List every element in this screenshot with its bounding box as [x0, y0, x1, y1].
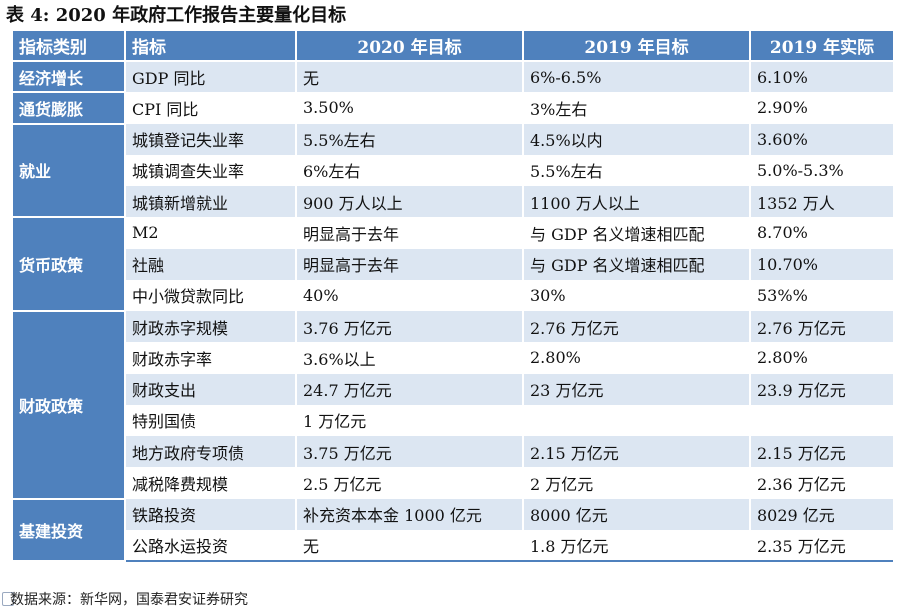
actual-2019-cell: 2.15 万亿元 — [750, 436, 893, 468]
actual-2019-cell: 6.10% — [750, 61, 893, 93]
source-note: 数据来源：新华网，国泰君安证券研究 — [10, 592, 248, 608]
indicator-cell: 城镇调查失业率 — [125, 154, 297, 186]
target-2019-cell — [523, 404, 751, 436]
actual-2019-cell: 23.9 万亿元 — [750, 373, 893, 405]
actual-2019-cell: 2.76 万亿元 — [750, 311, 893, 343]
target-2020-cell: 补充资本本金 1000 亿元 — [296, 498, 524, 530]
table-row: 特别国债 1 万亿元 — [13, 404, 893, 436]
target-2020-cell: 6%左右 — [296, 154, 524, 186]
actual-2019-cell: 1352 万人 — [750, 186, 893, 218]
category-cell: 经济增长 — [13, 61, 126, 94]
target-2019-cell: 2.76 万亿元 — [523, 311, 751, 343]
target-2019-cell: 与 GDP 名义增速相匹配 — [523, 217, 751, 249]
table-row: 财政政策 财政赤字规模 3.76 万亿元 2.76 万亿元 2.76 万亿元 — [13, 311, 893, 500]
table-row: 中小微贷款同比 40% 30% 53%% — [13, 279, 893, 311]
actual-2019-cell: 2.90% — [750, 92, 893, 124]
target-2019-cell: 2.80% — [523, 342, 751, 374]
table-row: 城镇新增就业 900 万人以上 1100 万人以上 1352 万人 — [13, 186, 893, 218]
indicator-cell: 中小微贷款同比 — [125, 279, 297, 311]
category-cell: 货币政策 — [13, 217, 126, 312]
category-cell: 基建投资 — [13, 498, 126, 562]
table-row: 基建投资 铁路投资 补充资本本金 1000 亿元 8000 亿元 8029 亿元 — [13, 498, 893, 562]
target-2019-cell: 30% — [523, 279, 751, 311]
header-indicator: 指标 — [125, 31, 297, 62]
indicator-cell: 城镇新增就业 — [125, 186, 297, 218]
target-2019-cell: 1.8 万亿元 — [523, 529, 751, 563]
target-2020-cell: 24.7 万亿元 — [296, 373, 524, 405]
indicator-cell: CPI 同比 — [125, 92, 297, 124]
actual-2019-cell: 5.0%-5.3% — [750, 154, 893, 186]
target-2019-cell: 5.5%左右 — [523, 154, 751, 186]
table-row: 财政支出 24.7 万亿元 23 万亿元 23.9 万亿元 — [13, 373, 893, 405]
actual-2019-cell: 3.60% — [750, 123, 893, 155]
target-2020-cell: 明显高于去年 — [296, 248, 524, 280]
indicator-cell: 财政赤字规模 — [125, 311, 297, 343]
target-2020-cell: 5.5%左右 — [296, 123, 524, 155]
table-body: 经济增长 GDP 同比无 6%-6.5% 6.10% 通货膨胀 CPI 同比 3.50% 3%… — [13, 61, 893, 563]
table-row: 财政赤字率 3.6%以上 2.80% 2.80% — [13, 342, 893, 374]
category-cell: 财政政策 — [13, 311, 126, 500]
indicator-cell: 社融 — [125, 248, 297, 280]
table-row: 减税降费规模 2.5 万亿元 2 万亿元 2.36 万亿元 — [13, 467, 893, 499]
watermark-icon — [2, 592, 14, 606]
actual-2019-cell: 2.36 万亿元 — [750, 467, 893, 499]
target-2020-cell: 3.75 万亿元 — [296, 436, 524, 468]
target-2020-cell: 3.50% — [296, 92, 524, 124]
table-row: 货币政策 M2 明显高于去年与 GDP 名义增速相匹配 8.70% — [13, 217, 893, 312]
indicator-cell: GDP 同比 — [125, 61, 297, 93]
actual-2019-cell: 8.70% — [750, 217, 893, 249]
target-2020-cell: 40% — [296, 279, 524, 311]
indicator-cell: 公路水运投资 — [125, 529, 297, 563]
header-2019-target: 2019 年目标 — [523, 31, 751, 62]
actual-2019-cell: 10.70% — [750, 248, 893, 280]
actual-2019-cell — [750, 404, 893, 436]
table-row: 城镇调查失业率 6%左右 5.5%左右 5.0%-5.3% — [13, 154, 893, 186]
target-2020-cell: 明显高于去年 — [296, 217, 524, 249]
target-2019-cell: 4.5%以内 — [523, 123, 751, 155]
actual-2019-cell: 2.80% — [750, 342, 893, 374]
target-2019-cell: 23 万亿元 — [523, 373, 751, 405]
indicator-cell: 减税降费规模 — [125, 467, 297, 499]
indicator-cell: 财政赤字率 — [125, 342, 297, 374]
target-2019-cell: 2.15 万亿元 — [523, 436, 751, 468]
actual-2019-cell: 2.35 万亿元 — [750, 529, 893, 563]
target-2020-cell: 3.6%以上 — [296, 342, 524, 374]
header-2019-actual: 2019 年实际 — [750, 31, 893, 62]
target-2019-cell: 2 万亿元 — [523, 467, 751, 499]
indicator-cell: 铁路投资 — [125, 498, 297, 530]
table-row: 经济增长 GDP 同比无 6%-6.5% 6.10% — [13, 61, 893, 94]
table-row: 社融 明显高于去年与 GDP 名义增速相匹配 10.70% — [13, 248, 893, 280]
indicator-cell: M2 — [125, 217, 297, 249]
actual-2019-cell: 8029 亿元 — [750, 498, 893, 530]
target-2019-cell: 3%左右 — [523, 92, 751, 124]
indicator-cell: 特别国债 — [125, 404, 297, 436]
indicator-cell: 财政支出 — [125, 373, 297, 405]
target-2020-cell: 1 万亿元 — [296, 404, 524, 436]
target-2019-cell: 6%-6.5% — [523, 61, 751, 93]
table-row: 公路水运投资无 1.8 万亿元 2.35 万亿元 — [13, 529, 893, 563]
actual-2019-cell: 53%% — [750, 279, 893, 311]
table-row: 就业 城镇登记失业率 5.5%左右 4.5%以内 3.60% — [13, 123, 893, 219]
table-title: 表 4: 2020 年政府工作报告主要量化目标 — [6, 5, 347, 26]
target-2019-cell: 1100 万人以上 — [523, 186, 751, 218]
table-header-row: 指标类别 指标 2020 年目标 2019 年目标 2019 年实际 — [13, 31, 893, 62]
target-2019-cell: 8000 亿元 — [523, 498, 751, 530]
target-2020-cell: 无 — [296, 61, 524, 93]
indicator-cell: 城镇登记失业率 — [125, 123, 297, 155]
targets-table: 指标类别 指标 2020 年目标 2019 年目标 2019 年实际 经济增长 G… — [13, 31, 893, 563]
table-row: 地方政府专项债 3.75 万亿元 2.15 万亿元 2.15 万亿元 — [13, 436, 893, 468]
table-row: 通货膨胀 CPI 同比 3.50% 3%左右 2.90% — [13, 92, 893, 125]
header-category: 指标类别 — [13, 31, 126, 62]
target-2020-cell: 3.76 万亿元 — [296, 311, 524, 343]
category-cell: 通货膨胀 — [13, 92, 126, 125]
indicator-cell: 地方政府专项债 — [125, 436, 297, 468]
target-2019-cell: 与 GDP 名义增速相匹配 — [523, 248, 751, 280]
category-cell: 就业 — [13, 123, 126, 219]
target-2020-cell: 900 万人以上 — [296, 186, 524, 218]
header-2020-target: 2020 年目标 — [296, 31, 524, 62]
target-2020-cell: 无 — [296, 529, 524, 563]
target-2020-cell: 2.5 万亿元 — [296, 467, 524, 499]
